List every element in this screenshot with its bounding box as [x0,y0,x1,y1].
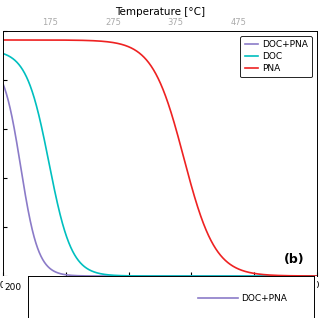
DOC+PNA [306,274,310,278]
PNA [306,274,310,278]
DOC+PNA [1,82,5,86]
Line: DOC: DOC [3,54,317,276]
Text: 475: 475 [230,18,246,27]
Legend: DOC+PNA, DOC, PNA: DOC+PNA, DOC, PNA [240,36,312,77]
Line: DOC+PNA: DOC+PNA [3,84,317,276]
PNA [17,38,21,42]
PNA [315,274,319,278]
X-axis label: Temperature [°C]: Temperature [°C] [115,293,205,303]
DOC+PNA [248,274,252,278]
DOC [306,274,310,278]
Text: DOC+PNA: DOC+PNA [242,294,287,303]
DOC+PNA [306,274,309,278]
DOC [17,63,21,67]
DOC [1,52,5,56]
DOC+PNA [146,274,149,278]
PNA [1,38,5,42]
Text: 375: 375 [168,18,184,27]
DOC [315,274,319,278]
PNA [146,59,149,63]
DOC+PNA [154,274,158,278]
Line: PNA: PNA [3,40,317,276]
DOC [146,274,149,278]
DOC [248,274,252,278]
Text: Temperature [°C]: Temperature [°C] [115,7,205,17]
PNA [248,271,252,275]
Text: 175: 175 [42,18,58,27]
Text: 200: 200 [5,284,22,292]
PNA [154,72,158,76]
DOC [154,274,158,278]
PNA [306,274,309,278]
Text: (b): (b) [284,253,304,266]
DOC [306,274,309,278]
DOC+PNA [17,156,21,159]
Text: 275: 275 [105,18,121,27]
DOC+PNA [315,274,319,278]
